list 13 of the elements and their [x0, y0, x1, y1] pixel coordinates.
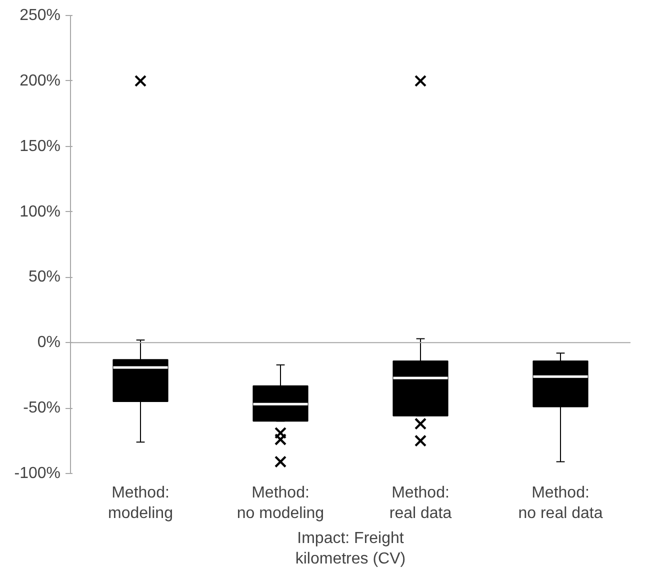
y-tick-label: 0%	[37, 334, 60, 352]
x-tick-label: Method: no modeling	[236, 484, 324, 522]
y-tick-label: 250%	[20, 7, 60, 24]
y-tick-label: 100%	[20, 203, 60, 220]
x-tick-label: Method: modeling	[108, 484, 173, 522]
x-tick-label: Method: real data	[389, 484, 452, 522]
y-tick-label: 150%	[20, 138, 60, 155]
y-tick-label: 50%	[28, 268, 61, 286]
y-tick-label: -100%	[14, 465, 60, 482]
x-tick-label: Method: no real data	[518, 484, 603, 522]
y-tick-label: 200%	[20, 72, 60, 90]
x-axis-title: Impact: Freight kilometres (CV)	[295, 530, 406, 568]
y-tick-label: -50%	[23, 400, 61, 417]
